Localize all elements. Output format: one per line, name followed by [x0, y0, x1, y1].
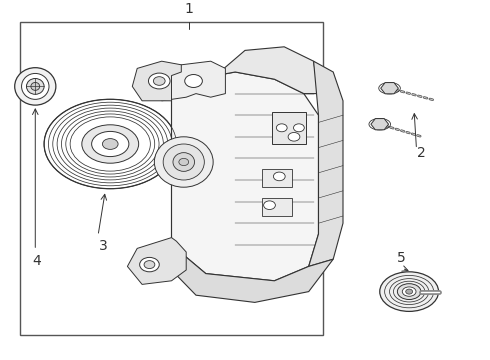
Bar	[262, 169, 292, 187]
Polygon shape	[132, 61, 181, 101]
Ellipse shape	[154, 137, 213, 187]
Ellipse shape	[82, 125, 139, 163]
Ellipse shape	[163, 144, 204, 180]
Ellipse shape	[15, 68, 56, 105]
Circle shape	[153, 77, 165, 85]
Text: 4: 4	[32, 254, 41, 268]
Polygon shape	[216, 47, 318, 94]
Polygon shape	[381, 82, 398, 94]
Ellipse shape	[31, 82, 40, 90]
Circle shape	[288, 132, 300, 141]
Circle shape	[276, 124, 287, 132]
Circle shape	[406, 289, 413, 294]
Polygon shape	[172, 245, 333, 302]
Text: 1: 1	[184, 2, 193, 16]
Circle shape	[148, 73, 170, 89]
Ellipse shape	[402, 287, 416, 296]
Ellipse shape	[102, 139, 118, 149]
Bar	[262, 198, 292, 216]
Circle shape	[144, 261, 155, 269]
Circle shape	[273, 172, 285, 181]
Ellipse shape	[22, 73, 49, 99]
Ellipse shape	[397, 284, 421, 300]
Ellipse shape	[92, 131, 129, 157]
Bar	[20, 22, 323, 335]
Polygon shape	[371, 118, 389, 130]
Ellipse shape	[44, 99, 176, 189]
Polygon shape	[127, 238, 186, 284]
Polygon shape	[172, 72, 318, 281]
Text: 3: 3	[98, 239, 107, 253]
Ellipse shape	[26, 78, 44, 94]
Text: 2: 2	[417, 146, 426, 160]
Circle shape	[140, 257, 159, 272]
Polygon shape	[162, 61, 225, 101]
Bar	[272, 112, 306, 144]
Polygon shape	[309, 61, 343, 266]
Circle shape	[294, 124, 304, 132]
Circle shape	[185, 75, 202, 87]
Ellipse shape	[380, 272, 439, 311]
Circle shape	[264, 201, 275, 210]
Circle shape	[179, 158, 189, 166]
Ellipse shape	[173, 153, 195, 171]
Text: 5: 5	[397, 251, 406, 265]
